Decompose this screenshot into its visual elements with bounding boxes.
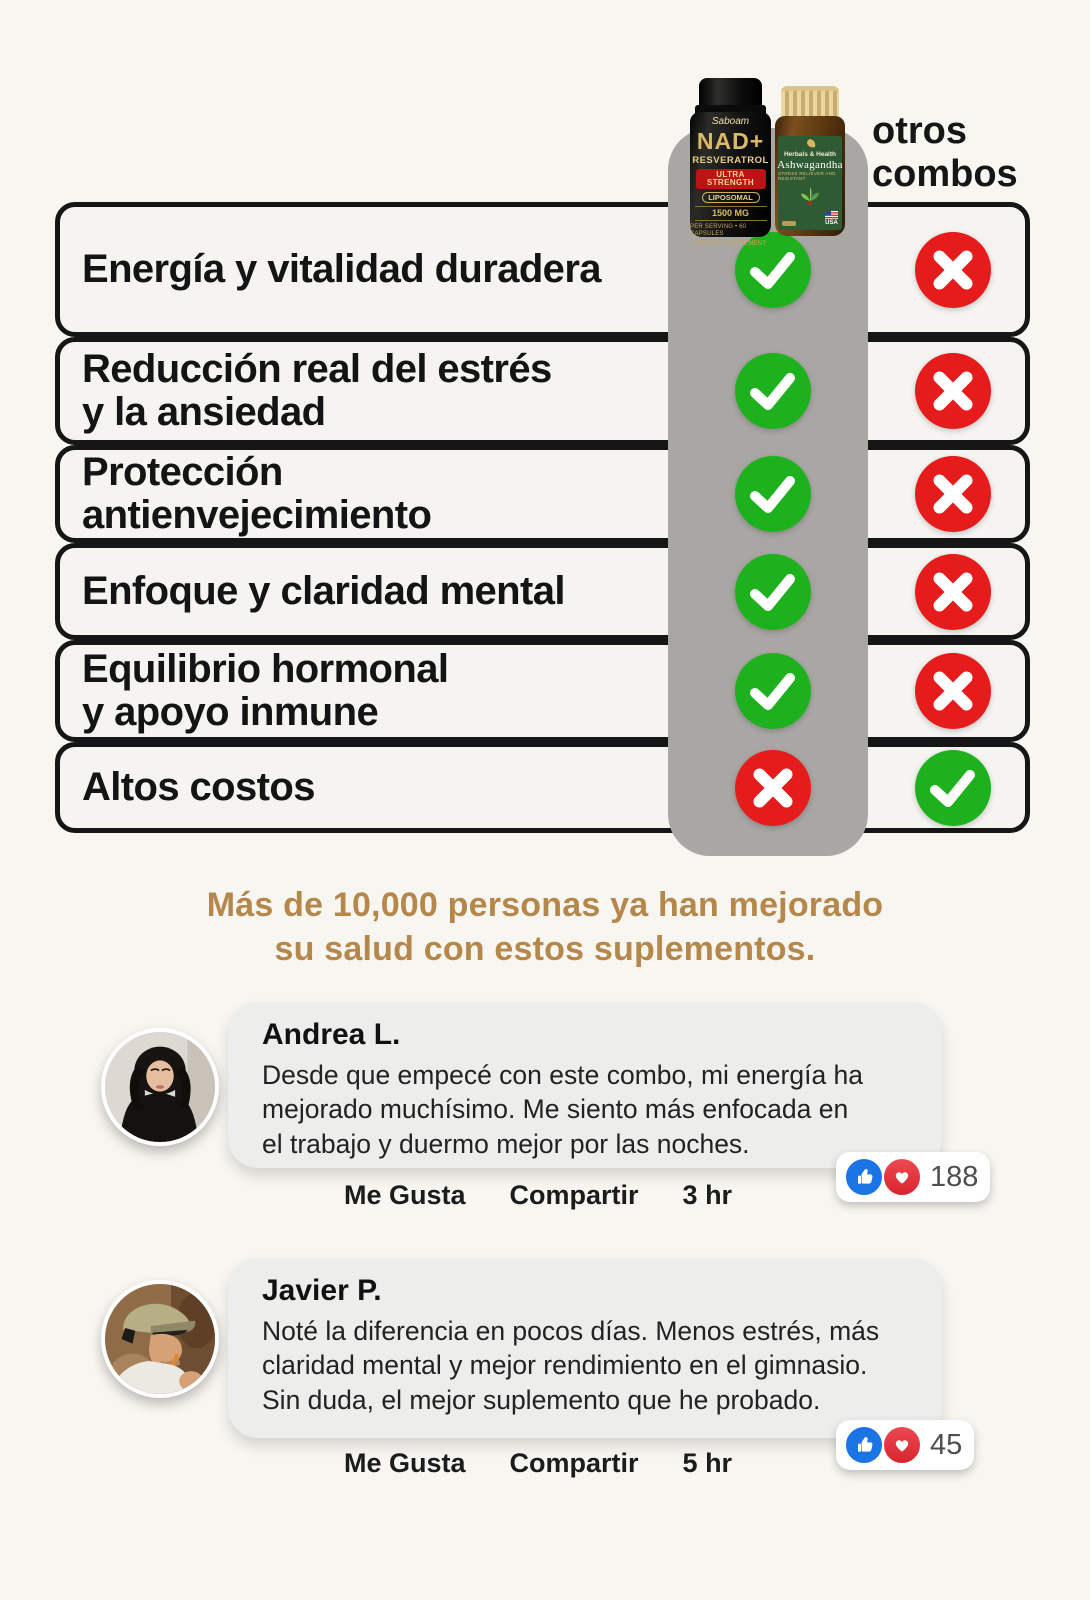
reaction-badge[interactable]: 188 — [836, 1152, 991, 1202]
check-icon — [734, 352, 812, 430]
origin-mark: USA — [825, 211, 838, 226]
check-icon — [734, 231, 812, 309]
comparison-row: Energía y vitalidad duradera — [55, 202, 1030, 337]
nad-resveratrol-bottle: Saboam NAD+ RESVERATROL ULTRA STRENGTH L… — [690, 78, 771, 247]
review-text-line: Desde que empecé con este combo, mi ener… — [262, 1060, 864, 1090]
comparison-row: Equilibrio hormonal y apoyo inmune — [55, 640, 1030, 742]
review-text-line: mejorado muchísimo. Me siento más enfoca… — [262, 1094, 849, 1125]
check-icon — [734, 652, 812, 730]
ashwagandha-plant-icon — [801, 187, 819, 206]
comparison-row: Protección antienvejecimiento — [55, 445, 1030, 543]
comparison-row: Enfoque y claridad mental — [55, 543, 1030, 640]
review-text-line: Sin duda, el mejor suplemento que he pro… — [262, 1384, 821, 1415]
review-text-line: claridad mental y mejor rendimiento en e… — [262, 1350, 868, 1381]
thumbs-up-icon — [844, 1157, 884, 1197]
cross-icon — [914, 231, 992, 309]
bottle-label: Saboam NAD+ RESVERATROL ULTRA STRENGTH L… — [690, 112, 771, 247]
reviewer-name: Andrea L. — [262, 1018, 401, 1051]
cross-icon — [914, 652, 992, 730]
reviewer-avatar-woman — [101, 1028, 219, 1146]
review-timestamp: 5 hr — [682, 1448, 733, 1478]
check-icon — [734, 455, 812, 533]
bottle-product-name: Ashwagandha — [777, 159, 843, 172]
origin-label: USA — [825, 220, 838, 226]
comparison-row: Altos costos — [55, 742, 1030, 833]
like-button[interactable]: Me Gusta — [344, 1180, 466, 1210]
reviewer-name: Javier P. — [262, 1274, 382, 1307]
social-proof-headline: Más de 10,000 personas ya han mejorado s… — [206, 886, 884, 968]
bottle-strength-band: ULTRA STRENGTH — [695, 168, 766, 189]
review-card: Javier P. Noté la diferencia en pocos dí… — [228, 1258, 942, 1438]
bottle-product-name: NAD+ — [696, 128, 765, 154]
check-icon — [734, 553, 812, 631]
bottle-liposomal-tag: LIPOSOMAL — [701, 191, 760, 203]
ashwagandha-bottle: Herbals & Health Ashwagandha STRESS RELI… — [775, 86, 845, 236]
share-button[interactable]: Compartir — [509, 1448, 639, 1478]
bottle-label-bottom: USA — [778, 211, 842, 226]
reaction-badge[interactable]: 45 — [836, 1420, 975, 1470]
heart-icon — [882, 1157, 922, 1197]
bottle-tagline: STRESS RELIEVER AND RESISTANT — [778, 171, 836, 182]
comparison-row-label: Altos costos — [82, 764, 315, 809]
thumbs-up-icon — [844, 1425, 884, 1465]
leaf-logo-icon — [807, 139, 816, 148]
heart-icon — [882, 1425, 922, 1465]
bottle-product-subname: RESVERATROL — [692, 155, 769, 166]
bottle-brand: Saboam — [711, 116, 750, 127]
check-icon — [914, 749, 992, 827]
cross-icon — [914, 553, 992, 631]
bottle-fine-print: PER SERVING • 60 CAPSULES — [690, 224, 747, 238]
comparison-row-label: Reducción real del estrés y la ansiedad — [82, 346, 552, 434]
cross-icon — [914, 455, 992, 533]
bottle-cap — [699, 78, 762, 108]
comparison-row-label: Enfoque y claridad mental — [82, 568, 566, 613]
bottle-dose: 1500 MG — [694, 206, 767, 221]
bottle-label: Herbals & Health Ashwagandha STRESS RELI… — [777, 136, 843, 230]
reviewer-avatar-man — [101, 1280, 219, 1398]
review-card: Andrea L. Desde que empecé con este comb… — [228, 1002, 942, 1168]
review-actions: Me Gusta Compartir 5 hr — [344, 1448, 732, 1479]
reaction-count: 45 — [930, 1428, 963, 1461]
comparison-row-label: Protección antienvejecimiento — [82, 449, 432, 537]
woman-portrait-image — [105, 1032, 215, 1142]
reaction-count: 188 — [930, 1160, 979, 1193]
usa-flag-icon — [825, 211, 838, 219]
cross-icon — [914, 352, 992, 430]
other-combos-column-label: otros combos — [872, 110, 1018, 195]
review-timestamp: 3 hr — [682, 1180, 733, 1210]
share-button[interactable]: Compartir — [509, 1180, 639, 1210]
review-text-line: Noté la diferencia en pocos días. Menos … — [262, 1316, 880, 1346]
comparison-row: Reducción real del estrés y la ansiedad — [55, 337, 1030, 445]
like-button[interactable]: Me Gusta — [344, 1448, 466, 1478]
comparison-row-label: Equilibrio hormonal y apoyo inmune — [82, 646, 449, 734]
bottle-neck — [695, 105, 766, 116]
man-portrait-image — [105, 1284, 215, 1394]
bottle-fine-print: DIETARY SUPPLEMENT — [694, 241, 767, 248]
bottle-cap — [781, 86, 839, 118]
review-actions: Me Gusta Compartir 3 hr — [344, 1180, 732, 1211]
bottle-brand: Herbals & Health — [783, 151, 837, 158]
review-text-line: el trabajo y duermo mejor por las noches… — [262, 1128, 750, 1159]
brand-mark — [782, 221, 796, 226]
cross-icon — [734, 749, 812, 827]
comparison-row-label: Energía y vitalidad duradera — [82, 246, 602, 291]
